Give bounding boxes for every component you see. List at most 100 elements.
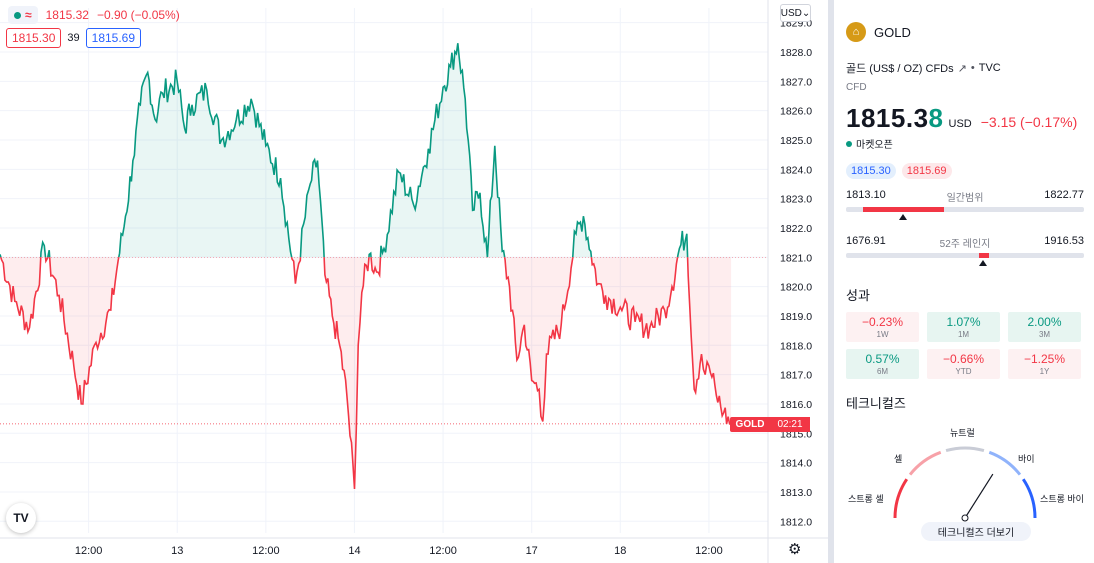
week52-range-track: [846, 253, 1084, 258]
tradingview-logo-icon[interactable]: TV: [6, 503, 36, 533]
data-source[interactable]: TVC: [978, 62, 1001, 74]
performance-period: 1W: [876, 330, 889, 339]
gauge-neutral-label: 뉴트럴: [950, 428, 975, 438]
price-tick-label: 1812.0: [780, 516, 812, 528]
market-status: 마켓오픈: [846, 136, 1084, 151]
price-tick-label: 1822.0: [780, 223, 812, 235]
performance-cell-ytd[interactable]: −0.66% YTD: [927, 349, 1000, 379]
time-tick-label: 14: [348, 545, 360, 557]
price-change: −3.15 (−0.17%): [980, 114, 1078, 130]
time-tick-label: 12:00: [695, 545, 723, 557]
series-line-up: [0, 43, 689, 258]
chart-pane[interactable]: 1812.0 1813.0 1814.0 1815.0 1816.0 1817.0 1818…: [0, 0, 828, 563]
symbol-header[interactable]: ⌂ GOLD: [846, 22, 1084, 42]
day-range-high: 1822.77: [1044, 189, 1084, 201]
market-status-text: 마켓오픈: [856, 140, 893, 151]
performance-cell-3m[interactable]: 2.00% 3M: [1008, 312, 1081, 342]
price-tick-label: 1824.0: [780, 164, 812, 176]
performance-period: YTD: [955, 367, 972, 376]
wave-icon: ≈: [25, 8, 32, 22]
symbol-details-panel: ⌂ GOLD 골드 (US$ / OZ) CFDs ↗ • TVC CFD 18…: [834, 8, 1094, 563]
time-tick-label: 17: [526, 545, 538, 557]
gauge-dial: [893, 446, 1037, 522]
performance-cell-1y[interactable]: −1.25% 1Y: [1008, 349, 1081, 379]
week52-range: 1676.91 52주 레인지 1916.53: [846, 235, 1084, 271]
bid-badge: 1815.30: [846, 163, 896, 179]
performance-cell-6m[interactable]: 0.57% 6M: [846, 349, 919, 379]
price-tick-label: 1814.0: [780, 458, 812, 470]
chart-legend: ≈ 1815.32 −0.90 (−0.05%): [8, 6, 180, 24]
gauge-arc-buy: [988, 450, 1022, 476]
currency-dropdown[interactable]: USD ⌄: [780, 4, 811, 22]
day-range-marker-icon: [898, 214, 907, 220]
performance-value: 2.00%: [1027, 315, 1062, 329]
performance-value: −0.23%: [861, 315, 904, 329]
price-tick-label: 1827.0: [780, 76, 812, 88]
pane-divider[interactable]: [828, 0, 834, 563]
external-link-icon[interactable]: ↗: [957, 62, 967, 75]
gear-icon[interactable]: ⚙: [788, 541, 802, 558]
series-line-down: [0, 257, 732, 490]
market-open-dot-icon: [846, 140, 852, 147]
time-tick-label: 13: [171, 545, 183, 557]
performance-period: 6M: [876, 367, 889, 376]
gauge-sell-label: 셀: [894, 454, 903, 464]
price-chart[interactable]: 1812.01813.01814.01815.01816.01817.01818…: [0, 0, 828, 563]
gold-logo-icon: ⌂: [846, 22, 866, 42]
day-range: 1813.10 일간범위 1822.77: [846, 189, 1084, 225]
week52-range-fill: [979, 253, 989, 258]
price-tick-label: 1821.0: [780, 252, 812, 264]
spread-value: 39: [67, 32, 80, 44]
time-tick-label: 12:00: [252, 545, 280, 557]
technicals-more-button[interactable]: 테크니컬즈 더보기: [921, 522, 1031, 541]
price-tick-label: 1823.0: [780, 194, 812, 206]
market-status-pill[interactable]: ≈: [8, 6, 38, 24]
performance-period: 3M: [1038, 330, 1051, 339]
dot-separator: •: [970, 62, 975, 74]
performance-period: 1Y: [1039, 367, 1050, 376]
time-tick-label: 18: [614, 545, 626, 557]
symbol-description: 골드 (US$ / OZ) CFDs: [846, 63, 954, 75]
performance-cell-1w[interactable]: −0.23% 1W: [846, 312, 919, 342]
area-above-baseline: [0, 43, 688, 258]
day-range-low: 1813.10: [846, 189, 886, 201]
symbol-name[interactable]: GOLD: [874, 24, 911, 40]
week52-range-high: 1916.53: [1044, 235, 1084, 247]
performance-cell-1m[interactable]: 1.07% 1M: [927, 312, 1000, 342]
gauge-arc-neutral: [945, 446, 985, 453]
price-tick-label: 1825.0: [780, 135, 812, 147]
day-range-title: 일간범위: [946, 193, 984, 204]
sell-button[interactable]: 1815.30: [6, 28, 62, 48]
last-price-main: 1815.3: [846, 103, 929, 133]
time-tick-label: 12:00: [75, 545, 103, 557]
performance-value: −0.66%: [942, 352, 985, 366]
last-price: 1815.38: [846, 103, 944, 134]
gauge-arc-strong-buy: [1021, 478, 1037, 519]
time-axis[interactable]: 12:00 13 12:00 14 12:00 17 18 12:00: [75, 545, 723, 557]
gauge-strong-sell-label: 스트롱 셀: [848, 494, 884, 504]
gauge-needle-hub: [961, 514, 969, 522]
last-price-digit: 8: [928, 103, 944, 133]
price-tick-label: 1819.0: [780, 311, 812, 323]
buy-button[interactable]: 1815.69: [85, 28, 142, 48]
technicals-gauge: 스트롱 셀 셀 뉴트럴 바이 스트롱 바이 테크니컬즈 더보기: [846, 416, 1084, 546]
time-tick-label: 12:00: [429, 545, 457, 557]
bid-ask-badges: 1815.30 1815.69: [846, 163, 1084, 179]
gauge-strong-buy-label: 스트롱 바이: [1040, 494, 1084, 504]
price-tick-label: 1816.0: [780, 399, 812, 411]
symbol-description-row: 골드 (US$ / OZ) CFDs ↗ • TVC: [846, 60, 1084, 76]
bar-countdown: 02:21: [770, 416, 810, 432]
performance-title: 성과: [846, 288, 870, 303]
area-below-baseline: [0, 257, 732, 489]
legend-change: −0.90 (−0.05%): [96, 8, 180, 22]
price-axis[interactable]: 1812.01813.01814.01815.01816.01817.01818…: [780, 18, 812, 529]
currency-label: USD: [780, 7, 802, 19]
gauge-arc-sell: [908, 450, 942, 476]
week52-range-title: 52주 레인지: [939, 239, 991, 250]
day-range-track: [846, 207, 1084, 212]
chart-series-line: [0, 43, 732, 490]
day-range-fill: [862, 207, 944, 212]
technicals-title[interactable]: 테크니컬즈: [846, 396, 906, 411]
week52-range-marker-icon: [978, 260, 987, 266]
